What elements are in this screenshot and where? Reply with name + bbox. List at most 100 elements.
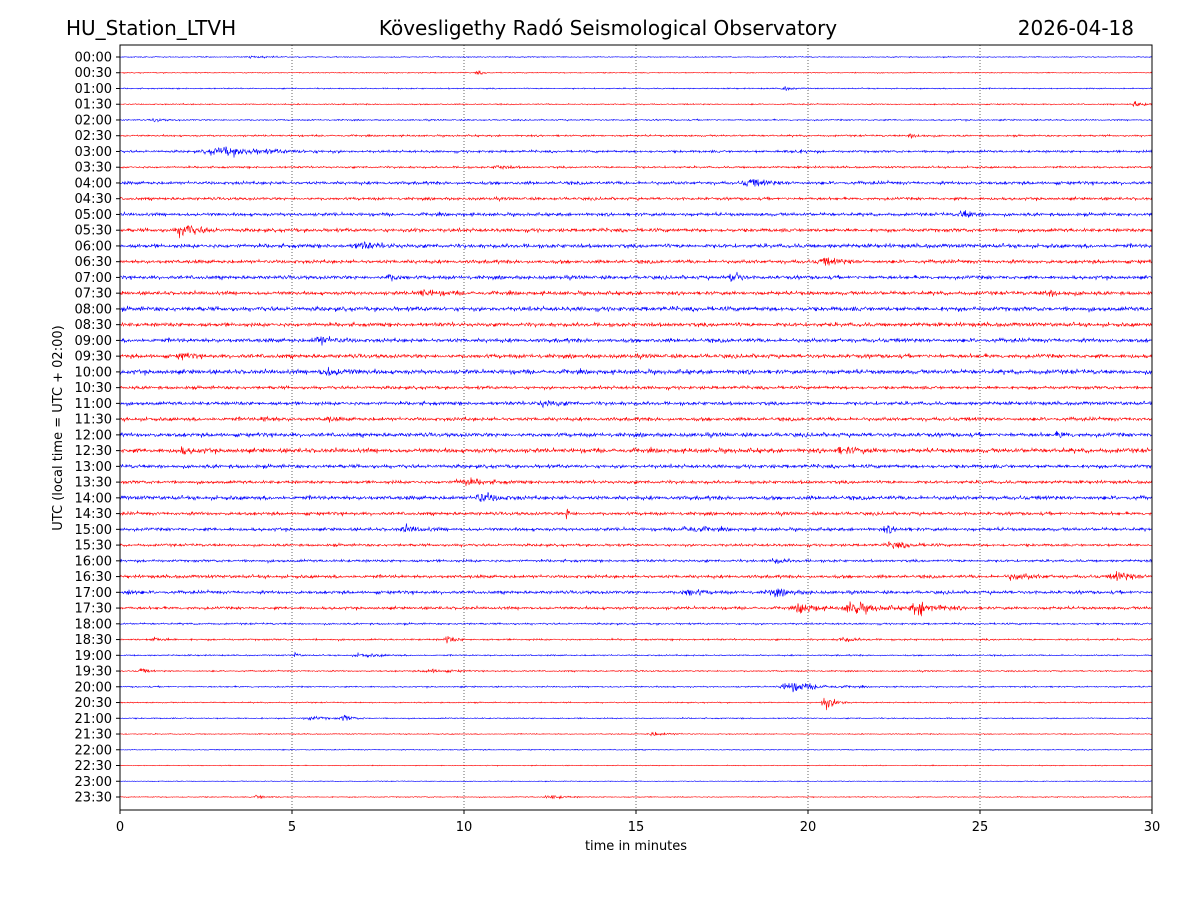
y-tick-label: 04:30 — [75, 192, 112, 207]
x-tick-label: 30 — [1144, 820, 1161, 835]
y-tick-label: 14:00 — [75, 491, 112, 506]
y-tick-label: 18:00 — [75, 617, 112, 632]
y-tick-label: 17:00 — [75, 586, 112, 601]
y-tick-label: 00:00 — [75, 51, 112, 66]
station-title: HU_Station_LTVH — [66, 16, 236, 40]
y-tick-label: 19:30 — [75, 665, 112, 680]
trace-1930 — [119, 668, 1153, 674]
trace-1700 — [119, 588, 1153, 598]
y-ticks: 00:0000:3001:0001:3002:0002:3003:0003:30… — [75, 51, 120, 806]
trace-1430 — [119, 508, 1153, 520]
y-tick-label: 08:00 — [75, 302, 112, 317]
trace-0830 — [119, 321, 1153, 329]
y-tick-label: 23:30 — [75, 791, 112, 806]
date-title: 2026-04-18 — [1018, 16, 1134, 40]
trace-1800 — [119, 621, 1153, 627]
trace-2230 — [119, 764, 1153, 767]
y-tick-label: 09:30 — [75, 350, 112, 365]
y-tick-label: 14:30 — [75, 507, 112, 522]
y-tick-label: 07:30 — [75, 287, 112, 302]
trace-2200 — [119, 748, 1153, 752]
trace-0500 — [119, 209, 1153, 218]
trace-0900 — [119, 336, 1153, 346]
y-tick-label: 10:00 — [75, 365, 112, 380]
trace-1630 — [119, 570, 1153, 582]
y-tick-label: 09:00 — [75, 334, 112, 349]
y-tick-label: 19:00 — [75, 649, 112, 664]
y-tick-label: 20:30 — [75, 696, 112, 711]
y-tick-label: 01:30 — [75, 98, 112, 113]
y-tick-label: 20:00 — [75, 680, 112, 695]
trace-1200 — [119, 430, 1153, 439]
trace-0300 — [119, 146, 1153, 158]
trace-0730 — [119, 288, 1153, 297]
trace-1100 — [119, 400, 1153, 409]
x-tick-label: 25 — [972, 820, 989, 835]
y-tick-label: 11:00 — [75, 397, 112, 412]
trace-2000 — [119, 683, 1153, 693]
trace-1030 — [119, 384, 1153, 392]
y-tick-label: 12:30 — [75, 444, 112, 459]
grid-lines — [291, 45, 981, 810]
trace-1130 — [119, 415, 1153, 423]
x-axis-label: time in minutes — [585, 839, 687, 854]
trace-2130 — [119, 731, 1153, 737]
trace-0400 — [119, 179, 1153, 188]
trace-1230 — [119, 446, 1153, 455]
trace-0600 — [119, 241, 1153, 250]
y-tick-label: 17:30 — [75, 602, 112, 617]
trace-0130 — [119, 101, 1153, 108]
y-tick-label: 12:00 — [75, 428, 112, 443]
y-tick-label: 13:30 — [75, 476, 112, 491]
trace-1500 — [119, 523, 1153, 535]
trace-0530 — [119, 224, 1153, 239]
y-tick-label: 02:30 — [75, 129, 112, 144]
trace-0000 — [119, 55, 1153, 59]
y-tick-label: 21:30 — [75, 728, 112, 743]
y-tick-label: 08:30 — [75, 318, 112, 333]
trace-0630 — [119, 257, 1153, 266]
y-tick-label: 02:00 — [75, 113, 112, 128]
trace-1600 — [119, 557, 1153, 565]
trace-0330 — [119, 164, 1153, 170]
y-tick-label: 22:30 — [75, 759, 112, 774]
x-tick-label: 5 — [288, 820, 296, 835]
trace-0030 — [119, 70, 1153, 75]
y-axis-label: UTC (local time = UTC + 02:00) — [51, 325, 66, 530]
y-tick-label: 13:00 — [75, 460, 112, 475]
x-tick-label: 10 — [456, 820, 473, 835]
y-tick-label: 23:00 — [75, 775, 112, 790]
y-tick-label: 06:30 — [75, 255, 112, 270]
y-tick-label: 05:00 — [75, 208, 112, 223]
trace-1000 — [119, 366, 1153, 376]
y-tick-label: 06:00 — [75, 239, 112, 254]
y-tick-label: 21:00 — [75, 712, 112, 727]
y-tick-label: 22:00 — [75, 743, 112, 758]
y-tick-label: 10:30 — [75, 381, 112, 396]
trace-1300 — [119, 463, 1153, 470]
trace-0100 — [119, 86, 1153, 91]
y-tick-label: 15:30 — [75, 539, 112, 554]
trace-2330 — [119, 794, 1153, 800]
y-tick-label: 16:00 — [75, 554, 112, 569]
y-tick-label: 01:00 — [75, 82, 112, 97]
trace-1730 — [119, 601, 1153, 617]
x-ticks: 0 5 10 15 20 25 30 — [116, 810, 1160, 835]
y-tick-label: 00:30 — [75, 66, 112, 81]
x-tick-label: 15 — [628, 820, 645, 835]
trace-0430 — [119, 195, 1153, 203]
trace-2100 — [119, 714, 1153, 721]
trace-0800 — [119, 305, 1153, 313]
y-tick-label: 15:00 — [75, 523, 112, 538]
y-tick-label: 18:30 — [75, 633, 112, 648]
trace-1530 — [119, 541, 1153, 549]
traces — [119, 55, 1153, 800]
y-tick-label: 03:30 — [75, 161, 112, 176]
x-tick-label: 0 — [116, 820, 124, 835]
trace-0200 — [119, 117, 1153, 123]
trace-1830 — [119, 635, 1153, 644]
y-tick-label: 16:30 — [75, 570, 112, 585]
trace-1900 — [119, 651, 1153, 658]
